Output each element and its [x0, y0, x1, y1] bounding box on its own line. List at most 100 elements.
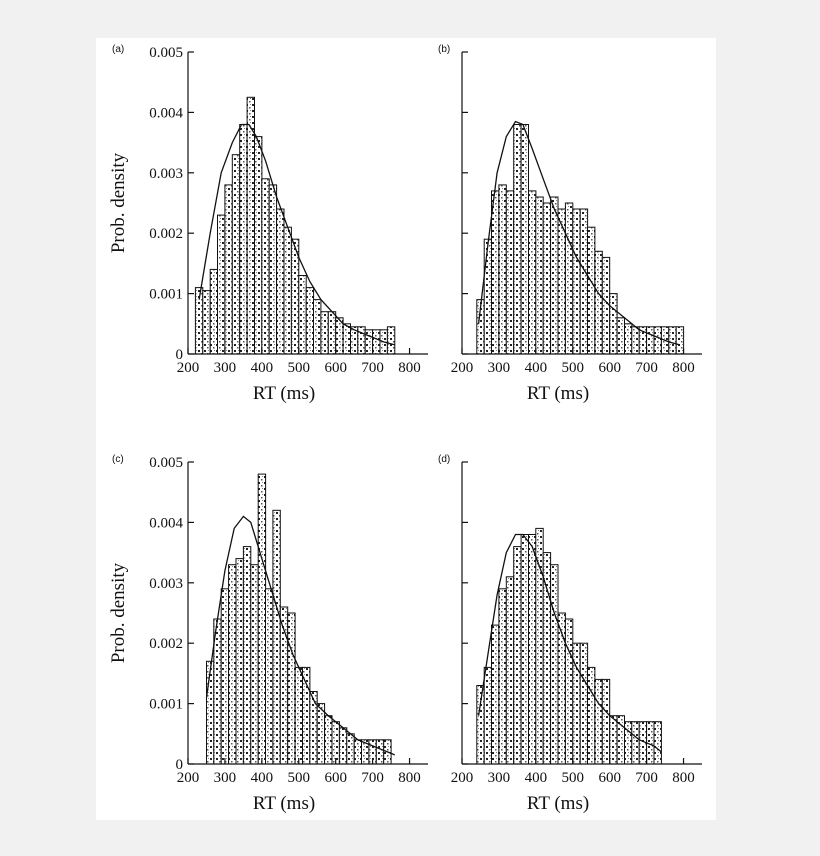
x-tick-label: 200 — [177, 770, 200, 786]
x-tick-label: 800 — [398, 770, 421, 786]
histogram-bar — [302, 666, 311, 765]
histogram-bar — [624, 323, 633, 355]
y-tick-label: 0.004 — [149, 515, 183, 531]
histogram-bar — [320, 311, 329, 355]
panel-b: 200 300 400 500 600 700 800 RT (ms) (b) — [438, 44, 702, 404]
histogram-bar — [646, 326, 655, 355]
y-tick-label: 0 — [176, 347, 184, 363]
histogram-bar — [305, 287, 315, 355]
fit-curve — [477, 120, 680, 346]
panel-d: 200 300 400 500 600 700 800 RT (ms) (d) — [438, 454, 702, 814]
histogram-bar — [290, 238, 300, 355]
histogram-bar — [313, 299, 322, 355]
histogram-bar — [353, 739, 363, 765]
y-tick-label: 0.002 — [149, 636, 183, 652]
x-tick-label: 400 — [525, 770, 548, 786]
x-tick-label: 600 — [598, 360, 621, 376]
histogram-bar — [513, 124, 522, 355]
y-axis-label: Prob. density — [108, 152, 129, 253]
panel-c: 0 0.001 0.002 0.003 0.004 0.005 200 300 400 500 60… — [108, 454, 428, 814]
histogram-bar — [550, 564, 559, 765]
x-tick-label: 300 — [488, 360, 511, 376]
histogram-bar — [342, 323, 352, 355]
histogram-bar — [272, 509, 281, 765]
y-axis-label: Prob. density — [108, 562, 129, 663]
y-tick-label: 0.005 — [149, 455, 183, 471]
histogram-bar — [220, 588, 230, 765]
histogram-bar — [579, 208, 589, 355]
histogram-bar — [316, 703, 326, 765]
y-tick-label: 0.001 — [149, 287, 183, 303]
histogram-bar — [601, 678, 611, 765]
x-axis-label: RT (ms) — [527, 383, 589, 404]
x-tick-label: 600 — [324, 360, 347, 376]
x-tick-label: 500 — [562, 770, 585, 786]
histogram-bar — [587, 666, 596, 765]
y-tick-label: 0 — [176, 757, 184, 773]
histogram-bar — [631, 326, 640, 355]
histogram-bar — [209, 268, 219, 355]
histogram-bar — [338, 727, 348, 765]
histogram-bar — [483, 238, 493, 355]
histogram-bar — [601, 256, 611, 355]
histogram-bar — [609, 715, 618, 765]
histogram-bar — [331, 721, 340, 765]
histogram-bar — [550, 196, 559, 355]
histogram-bar — [309, 691, 318, 765]
histogram-bar — [283, 226, 292, 355]
fit-curve — [205, 515, 396, 756]
panel-label: (b) — [438, 44, 450, 55]
histogram-bar — [276, 208, 285, 355]
x-tick-label: 400 — [251, 770, 274, 786]
histogram-bar — [346, 733, 355, 765]
x-tick-label: 200 — [177, 360, 200, 376]
histogram-bar — [224, 184, 233, 355]
histogram-bar — [528, 534, 537, 765]
histogram-bar — [557, 612, 566, 765]
x-tick-label: 300 — [214, 360, 237, 376]
histogram-bar — [631, 721, 640, 765]
histogram-bar — [535, 527, 544, 765]
histogram-bar — [476, 685, 485, 765]
histogram-bar — [528, 190, 537, 355]
histogram-bar — [564, 202, 574, 355]
histogram-bar — [498, 588, 507, 765]
x-tick-label: 300 — [488, 770, 511, 786]
histogram-bar — [364, 329, 374, 355]
x-tick-label: 800 — [398, 360, 421, 376]
histogram-bar — [564, 618, 574, 765]
x-tick-label: 200 — [451, 360, 474, 376]
histogram-bar — [287, 612, 296, 765]
histogram-bar — [542, 202, 552, 355]
histogram-bar — [491, 624, 500, 765]
histogram-bar — [294, 666, 304, 765]
y-tick-label: 0.003 — [149, 576, 183, 592]
x-tick-label: 700 — [361, 360, 384, 376]
histogram-bar — [372, 329, 381, 355]
histogram-bar — [653, 721, 662, 765]
x-tick-label: 400 — [251, 360, 274, 376]
x-tick-label: 400 — [525, 360, 548, 376]
fit-curve — [477, 533, 662, 753]
histogram-bar — [257, 473, 267, 765]
histogram-bar — [653, 326, 662, 355]
x-axis-label: RT (ms) — [253, 793, 315, 814]
x-tick-label: 600 — [598, 770, 621, 786]
x-tick-label: 500 — [288, 360, 311, 376]
histogram-bar — [491, 190, 500, 355]
x-axis-label: RT (ms) — [253, 383, 315, 404]
histogram-bar — [498, 184, 507, 355]
histogram-bar — [231, 154, 241, 355]
panel-label: (c) — [112, 454, 124, 465]
histogram-figure: 0 0.001 0.002 0.003 0.004 0.005 200 300 400 500 60… — [108, 44, 702, 814]
histogram-bar — [609, 293, 618, 355]
histogram-bar — [505, 190, 515, 355]
histogram-bar — [520, 534, 530, 765]
x-tick-label: 800 — [672, 360, 695, 376]
histogram-bar — [324, 715, 333, 765]
histogram-bar — [572, 208, 581, 355]
histogram-bar — [375, 739, 385, 765]
histogram-bar — [217, 214, 226, 355]
histogram-bar — [206, 660, 215, 765]
histogram-bar — [250, 564, 259, 765]
